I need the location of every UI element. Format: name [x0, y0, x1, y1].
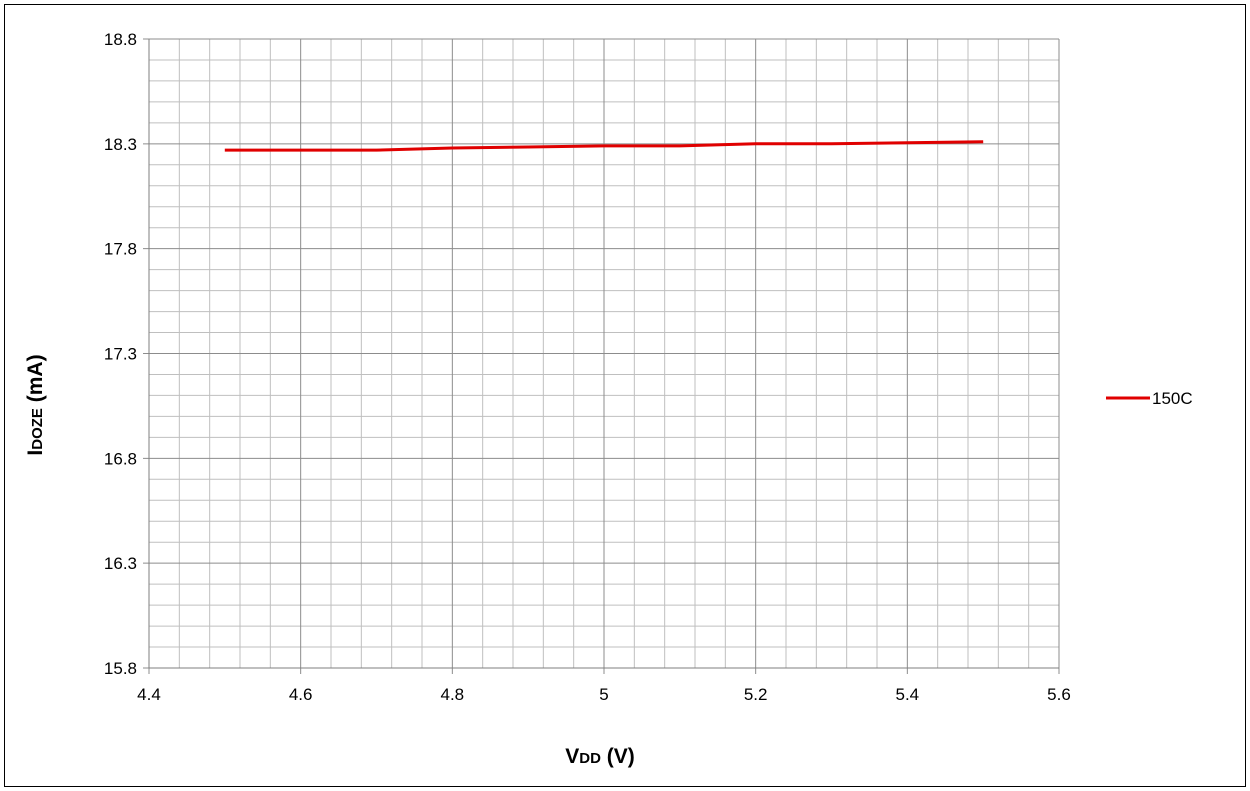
y-tick-label: 16.3 — [104, 554, 137, 573]
x-tick-label: 4.6 — [289, 685, 313, 704]
x-tick-label: 5.6 — [1047, 685, 1071, 704]
y-axis-title: IDOZE (mA) — [24, 354, 47, 455]
x-tick-label: 4.8 — [441, 685, 465, 704]
x-tick-label: 5 — [599, 685, 608, 704]
y-axis-title-sub: DOZE — [29, 408, 46, 450]
x-axis-title: VDD (V) — [565, 745, 635, 768]
x-tick-label: 4.4 — [137, 685, 161, 704]
legend-label-150c: 150C — [1152, 389, 1193, 408]
x-axis-title-main: V — [565, 745, 579, 768]
x-axis-title-sub: DD — [579, 750, 601, 767]
major-gridlines — [143, 38, 1060, 674]
y-tick-label: 18.3 — [104, 135, 137, 154]
x-tick-labels: 4.4 4.6 4.8 5 5.2 5.4 5.6 — [137, 685, 1071, 704]
x-tick-label: 5.2 — [744, 685, 768, 704]
y-tick-label: 15.8 — [104, 659, 137, 678]
y-axis-title-unit: (mA) — [24, 354, 47, 408]
legend: 150C — [1106, 389, 1193, 408]
y-axis-title-main: I — [24, 450, 47, 456]
y-tick-label: 16.8 — [104, 449, 137, 468]
y-tick-label: 17.3 — [104, 345, 137, 364]
axes — [148, 39, 1059, 669]
x-tick-label: 5.4 — [896, 685, 920, 704]
x-axis-title-unit: (V) — [601, 745, 635, 768]
series-line-150c — [224, 140, 984, 152]
y-tick-label: 17.8 — [104, 240, 137, 259]
y-tick-labels: 15.8 16.3 16.8 17.3 17.8 18.3 18.8 — [104, 30, 137, 678]
y-tick-label: 18.8 — [104, 30, 137, 49]
series-layer — [224, 140, 984, 152]
